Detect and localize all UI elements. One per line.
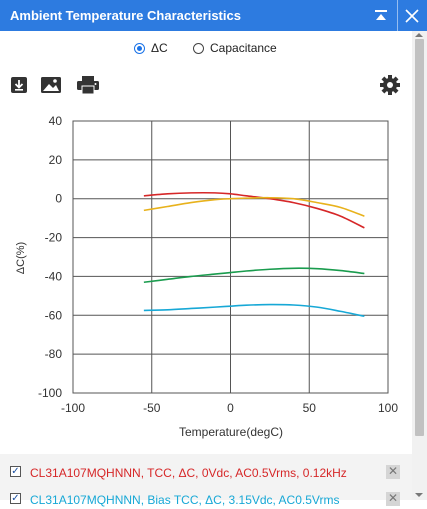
radio-label: Capacitance (210, 41, 277, 55)
legend-label: CL31A107MQHNNN, TCC, ΔC, 0Vdc, AC0.5Vrms… (30, 466, 347, 480)
legend-panel: ✓ CL31A107MQHNNN, TCC, ΔC, 0Vdc, AC0.5Vr… (0, 454, 412, 507)
window-title: Ambient Temperature Characteristics (10, 8, 241, 23)
x-tick-label: -100 (61, 401, 85, 415)
legend-label: CL31A107MQHNNN, Bias TCC, ΔC, 3.15Vdc, A… (30, 493, 340, 507)
radio-indicator (193, 42, 204, 54)
legend-item: ✓ CL31A107MQHNNN, TCC, ΔC, 0Vdc, AC0.5Vr… (0, 462, 412, 482)
window-titlebar: Ambient Temperature Characteristics (0, 0, 427, 31)
series-line-3 (143, 267, 365, 284)
radio-capacitance[interactable]: Capacitance (193, 41, 277, 55)
y-tick-label: -60 (45, 308, 63, 322)
legend-item: ✓ CL31A107MQHNNN, Bias TCC, ΔC, 3.15Vdc,… (0, 489, 412, 509)
view-mode-options: ΔC Capacitance (0, 38, 412, 58)
radio-delta-c[interactable]: ΔC (134, 41, 168, 55)
scroll-up-icon[interactable] (415, 33, 423, 37)
radio-indicator (134, 42, 145, 54)
close-button[interactable] (397, 0, 425, 31)
x-tick-label: 0 (227, 401, 234, 415)
scrollbar-thumb[interactable] (415, 39, 424, 436)
collapse-button[interactable] (367, 0, 394, 31)
legend-checkbox[interactable]: ✓ (10, 493, 21, 504)
collapse-icon (374, 9, 387, 20)
scroll-down-icon[interactable] (415, 493, 423, 497)
y-axis-label: ΔC(%) (15, 242, 27, 274)
chart-axes: -100 -50 0 50 100 40 20 0 -20 -40 -60 -80 -100 (38, 114, 398, 415)
y-tick-label: -20 (45, 231, 63, 245)
x-tick-label: 100 (378, 401, 398, 415)
gear-icon (380, 75, 400, 95)
settings-button[interactable] (379, 74, 401, 101)
remove-series-button[interactable]: ✕ (386, 464, 400, 479)
chart-series (143, 191, 365, 318)
download-button[interactable] (10, 76, 28, 99)
remove-series-button[interactable]: ✕ (386, 491, 400, 506)
download-icon (11, 77, 27, 93)
temperature-chart: -100 -50 0 50 100 40 20 0 -20 -40 -60 -80 -100 ΔC(%)… (15, 114, 398, 439)
close-icon (404, 8, 419, 23)
save-image-button[interactable] (40, 76, 62, 99)
y-tick-label: 40 (49, 114, 63, 128)
print-icon (77, 76, 99, 95)
y-tick-label: -80 (45, 347, 63, 361)
radio-label: ΔC (151, 41, 168, 55)
x-tick-label: 50 (303, 401, 317, 415)
image-icon (41, 77, 61, 93)
series-line-2 (143, 196, 365, 217)
series-line-1 (143, 191, 365, 229)
series-line-4 (143, 303, 365, 318)
x-tick-label: -50 (143, 401, 161, 415)
x-axis-label: Temperature(degC) (179, 425, 283, 439)
y-tick-label: -100 (38, 386, 62, 400)
y-tick-label: -40 (45, 269, 63, 283)
y-tick-label: 0 (55, 192, 62, 206)
scrollbar[interactable] (412, 31, 427, 500)
legend-checkbox[interactable]: ✓ (10, 466, 21, 477)
chart-grid (72, 120, 389, 394)
print-button[interactable] (76, 75, 100, 100)
y-tick-label: 20 (49, 153, 63, 167)
